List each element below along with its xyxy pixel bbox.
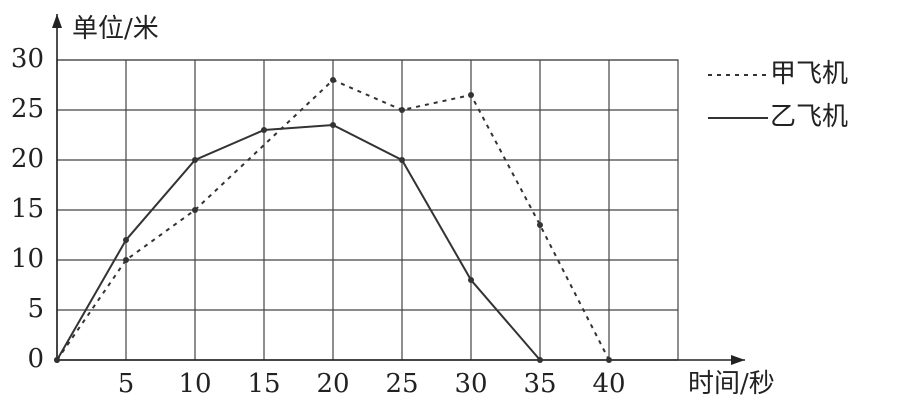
y-tick-label: 20 [11, 144, 44, 174]
data-point [261, 127, 267, 133]
legend-label: 乙飞机 [770, 102, 848, 132]
x-tick-label: 5 [118, 369, 135, 399]
y-axis-arrow [52, 14, 62, 28]
series-line [56, 78, 610, 361]
data-point [192, 157, 198, 163]
x-tick-label: 15 [247, 369, 280, 399]
data-point [606, 357, 612, 363]
data-point [399, 157, 405, 163]
y-tick-label: 5 [27, 294, 44, 324]
x-axis-arrow [731, 355, 745, 365]
y-tick-label: 15 [11, 194, 44, 224]
data-point [192, 207, 198, 213]
x-tick-label: 10 [178, 369, 211, 399]
y-tick-label: 10 [11, 244, 44, 274]
x-tick-label: 35 [523, 369, 556, 399]
x-axis-label: 时间/秒 [688, 369, 775, 399]
x-tick-label: 30 [454, 369, 487, 399]
data-point [468, 92, 474, 98]
data-point [330, 122, 336, 128]
legend-label: 甲飞机 [770, 59, 848, 89]
series-line [56, 123, 541, 361]
x-tick-label: 20 [316, 369, 349, 399]
data-point [537, 222, 543, 228]
data-point [123, 237, 129, 243]
data-point [537, 357, 543, 363]
data-point [468, 277, 474, 283]
data-point [399, 107, 405, 113]
y-axis-label: 单位/米 [72, 14, 159, 44]
data-point [123, 257, 129, 263]
x-tick-label: 25 [385, 369, 418, 399]
y-tick-label: 30 [11, 44, 44, 74]
y-tick-label: 25 [11, 94, 44, 124]
y-tick-label: 0 [27, 344, 44, 374]
data-point [330, 77, 336, 83]
x-tick-label: 40 [592, 369, 625, 399]
data-point [54, 357, 60, 363]
